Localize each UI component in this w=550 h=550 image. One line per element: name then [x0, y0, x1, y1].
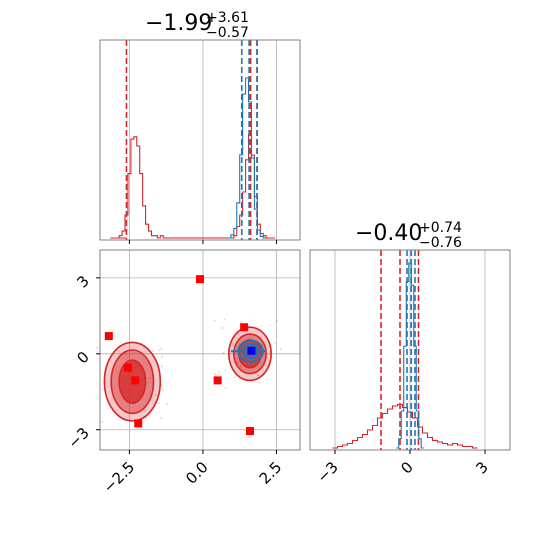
- y-tick-label-2: −3: [64, 424, 92, 452]
- sample-dot: [249, 337, 252, 340]
- sample-dot: [160, 347, 163, 350]
- sample-dot: [101, 421, 104, 423]
- histogram-panel-param1: [99, 39, 301, 244]
- sample-dot: [166, 403, 169, 406]
- panel-frame: [99, 39, 301, 241]
- sample-dot: [240, 320, 243, 323]
- histogram-panel-param2: −3 0 3: [309, 249, 511, 486]
- panel-frame: [99, 249, 301, 451]
- x-tick-label-1: 0: [397, 458, 416, 477]
- title-param2-minus: −0.76: [419, 235, 462, 251]
- x-tick-label-2: 2.5: [256, 458, 286, 488]
- title-param1-plus: +3.61: [206, 10, 249, 26]
- sample-dot: [147, 378, 150, 380]
- sample-dot: [148, 381, 151, 384]
- sample-dot: [158, 402, 161, 405]
- sample-dot: [276, 319, 279, 322]
- blue-square: [247, 346, 256, 355]
- sample-dot: [217, 371, 220, 374]
- sample-dot: [274, 341, 277, 344]
- red-square-7: [246, 427, 254, 436]
- y-tick-label-0: 3: [73, 272, 92, 291]
- title-param1-value: −1.99: [145, 11, 212, 36]
- red-square-1: [123, 363, 132, 372]
- sample-dot: [160, 416, 163, 419]
- sample-dot: [239, 365, 242, 368]
- sample-dot: [222, 351, 225, 354]
- sample-dot: [257, 374, 260, 377]
- title-param2-plus: +0.74: [419, 220, 462, 236]
- x-tick-label-1: 0.0: [182, 458, 212, 488]
- sample-dot: [155, 394, 158, 397]
- sample-dot: [221, 327, 224, 329]
- red-square-4: [196, 275, 204, 284]
- sample-dot: [214, 319, 216, 322]
- x-tick-label-2: 3: [472, 458, 491, 477]
- red-square-6: [240, 323, 249, 332]
- sample-dot: [158, 349, 161, 351]
- sample-dot: [162, 389, 165, 391]
- sample-dot: [224, 387, 227, 389]
- sample-dot: [161, 365, 164, 368]
- hist-series-0: [332, 403, 478, 449]
- red-square-5: [213, 376, 222, 385]
- sample-dot: [161, 355, 164, 358]
- sample-dot: [152, 350, 155, 352]
- sample-dot: [149, 377, 152, 380]
- title-param2-value: −0.40: [355, 221, 422, 246]
- title-param2: −0.40 +0.74 −0.76: [355, 220, 462, 251]
- sample-dot: [224, 369, 227, 372]
- sample-dot: [145, 416, 148, 419]
- title-param1-minus: −0.57: [206, 25, 249, 41]
- sample-dot: [279, 348, 282, 351]
- scatter-panel-joint: −2.5 0.0 2.5 3 0 −3: [64, 249, 301, 497]
- red-square-2: [131, 376, 140, 385]
- red-square-3: [134, 419, 143, 428]
- sample-dot: [214, 373, 217, 376]
- title-param1: −1.99 +3.61 −0.57: [145, 10, 249, 41]
- hist-series-1: [396, 262, 424, 449]
- sample-dot: [223, 318, 226, 321]
- sample-dot: [258, 381, 261, 384]
- x-tick-label-0: −3: [313, 458, 341, 486]
- hist-series-1: [227, 77, 267, 239]
- y-tick-label-1: 0: [73, 348, 92, 367]
- sample-dot: [237, 361, 239, 364]
- sample-dot: [101, 388, 104, 391]
- sample-dot: [234, 376, 237, 379]
- sample-dot: [96, 346, 98, 349]
- x-tick-label-0: −2.5: [100, 458, 138, 496]
- red-square-0: [104, 332, 113, 341]
